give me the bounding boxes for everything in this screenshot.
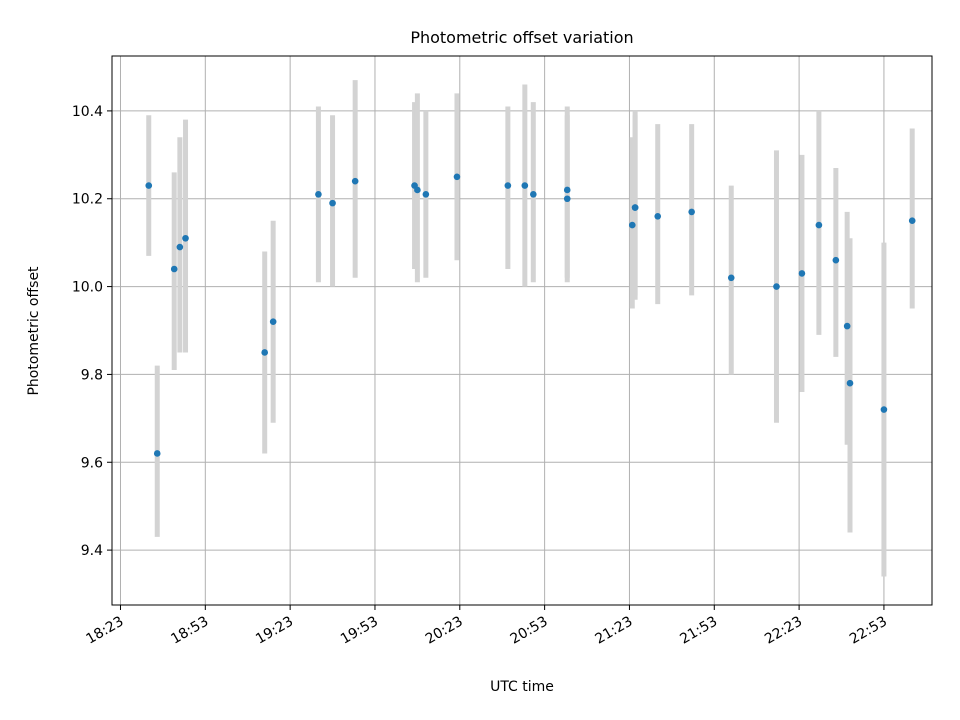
y-tick-label: 9.8 <box>81 367 103 383</box>
data-point <box>628 221 636 229</box>
data-point <box>843 322 851 330</box>
grid <box>112 56 932 605</box>
x-tick-label: 18:23 <box>84 614 127 648</box>
x-tick-label: 21:23 <box>592 614 635 648</box>
data-point <box>846 379 854 387</box>
data-point <box>631 204 639 211</box>
x-tick-label: 22:53 <box>847 614 890 648</box>
data-point <box>563 195 571 203</box>
data-point <box>521 182 529 189</box>
data-point <box>422 191 430 198</box>
y-tick-label: 10.0 <box>72 280 103 296</box>
data-point <box>182 234 189 242</box>
y-axis-ticks: 9.4 9.6 9.8 10.0 10.2 10.4 <box>72 104 112 559</box>
data-point <box>530 191 537 198</box>
x-tick-label: 19:53 <box>338 614 381 648</box>
data-point <box>727 274 735 282</box>
data-point <box>688 208 695 216</box>
x-tick-label: 21:53 <box>677 614 720 648</box>
data-point <box>815 221 823 229</box>
data-point <box>880 406 888 413</box>
chart-title: Photometric offset variation <box>410 28 633 47</box>
x-tick-label: 19:23 <box>253 614 296 648</box>
data-point <box>176 243 184 251</box>
x-tick-label: 20:53 <box>508 614 551 648</box>
data-point <box>504 182 512 189</box>
plot-frame <box>111 55 933 606</box>
data-point <box>832 256 840 264</box>
x-tick-label: 22:23 <box>762 614 805 648</box>
x-tick-label: 20:23 <box>423 614 466 648</box>
data-point <box>798 270 806 277</box>
data-point <box>414 186 421 194</box>
data-point <box>261 349 268 356</box>
data-points <box>145 173 916 457</box>
data-point <box>315 191 322 198</box>
x-axis-ticks: 18:23 18:53 19:23 19:53 20:23 20:53 21:23 21:53… <box>84 605 890 648</box>
data-point <box>269 318 277 326</box>
data-point <box>145 182 153 189</box>
data-point <box>563 186 571 194</box>
data-point <box>329 199 336 207</box>
y-tick-label: 9.4 <box>81 543 103 559</box>
data-point <box>170 265 178 273</box>
y-tick-label: 10.4 <box>72 104 103 120</box>
data-point <box>773 283 780 290</box>
data-point <box>453 173 461 181</box>
y-tick-label: 10.2 <box>72 192 103 208</box>
error-bars <box>146 80 915 577</box>
data-point <box>908 217 916 224</box>
x-axis-label: UTC time <box>490 679 554 695</box>
y-axis-label: Photometric offset <box>26 266 42 396</box>
y-tick-label: 9.6 <box>81 455 103 471</box>
data-point <box>153 450 161 457</box>
data-point <box>654 213 662 220</box>
x-tick-label: 18:53 <box>168 614 211 648</box>
data-point <box>351 177 359 185</box>
